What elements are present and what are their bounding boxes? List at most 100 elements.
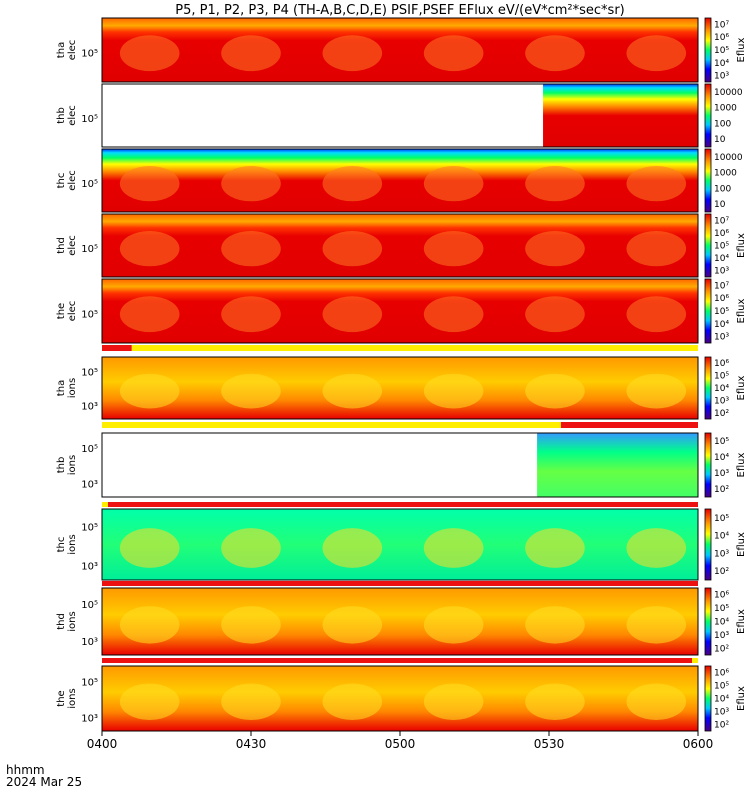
spectrogram-feature bbox=[322, 606, 383, 644]
spectrogram-feature bbox=[221, 35, 281, 72]
colorbar-tick-label: 10⁵ bbox=[714, 242, 729, 252]
panel-ylabel: thbions bbox=[56, 455, 78, 475]
panel-ylabel: thdions bbox=[56, 611, 78, 631]
spectrogram-feature bbox=[119, 35, 180, 72]
spectrogram-feature bbox=[221, 296, 281, 333]
colorbar-tick-label: 1000 bbox=[714, 169, 737, 179]
ytick-label: 10⁵ bbox=[81, 48, 98, 59]
spectrogram-feature bbox=[119, 528, 180, 568]
spectrogram-feature bbox=[626, 373, 687, 409]
xtick-label: 0500 bbox=[385, 737, 416, 751]
panel-thb-elec: thbelec 10⁵ 10 100 1000 10000 bbox=[56, 83, 743, 148]
ylabel-species: ions bbox=[67, 455, 78, 475]
ytick-label: 10⁵ bbox=[81, 522, 98, 533]
ylabel-species: ions bbox=[67, 611, 78, 631]
panel-frame bbox=[101, 508, 699, 581]
spectrogram-feature bbox=[525, 373, 585, 409]
spectrogram-feature bbox=[626, 166, 687, 202]
colorbar-tick-label: 10⁵ bbox=[714, 437, 729, 447]
panel-ylabel: thaelec bbox=[56, 40, 78, 61]
panel-frame bbox=[101, 432, 699, 498]
time-axis-label: hhmm bbox=[6, 763, 45, 777]
colorbar-tick-label: 10⁶ bbox=[714, 359, 729, 369]
spectrogram-feature bbox=[322, 166, 383, 202]
spectrogram-feature bbox=[119, 373, 180, 409]
colorbar-tick-label: 10⁵ bbox=[714, 372, 729, 382]
ytick-label: 10³ bbox=[81, 637, 98, 648]
spectrogram-feature bbox=[322, 35, 383, 72]
ytick-label: 10⁵ bbox=[81, 600, 98, 611]
spectrogram-image bbox=[102, 509, 698, 580]
colorbar-label: Eflux bbox=[736, 609, 747, 634]
spectrogram-feature bbox=[221, 606, 281, 644]
xtick-label: 0530 bbox=[534, 737, 565, 751]
spectrogram-image bbox=[102, 149, 698, 212]
time-axis: 0400 0430 0500 0530 0600 bbox=[87, 731, 714, 751]
colorbar-tick-label: 10⁴ bbox=[714, 618, 729, 628]
ytick-label: 10⁵ bbox=[81, 368, 98, 379]
colorbar-tick-label: 100 bbox=[714, 119, 731, 129]
spectrogram-feature bbox=[221, 683, 281, 720]
quality-flag-bar bbox=[560, 422, 698, 428]
panel-frame bbox=[101, 213, 699, 278]
colorbar-tick-label: 10000 bbox=[714, 88, 743, 98]
colorbar-tick-label: 10⁴ bbox=[714, 254, 729, 264]
colorbar-tick-label: 10³ bbox=[714, 469, 729, 479]
spectrogram-image bbox=[102, 18, 698, 82]
spectrogram-feature bbox=[322, 528, 383, 568]
colorbar bbox=[704, 587, 712, 656]
ytick-label: 10⁵ bbox=[81, 114, 98, 125]
spectrogram-feature bbox=[221, 231, 281, 267]
ytick-label: 10⁵ bbox=[81, 678, 98, 689]
spectrogram-feature bbox=[626, 683, 687, 720]
ytick-label: 10³ bbox=[81, 561, 98, 572]
quality-flag-bar bbox=[102, 658, 693, 663]
colorbar-tick-label: 10⁶ bbox=[714, 591, 729, 601]
colorbar-tick-label: 10⁴ bbox=[714, 453, 729, 463]
colorbar-label: Eflux bbox=[736, 686, 747, 711]
ylabel-probe: thd bbox=[56, 237, 67, 254]
colorbar-tick-label: 10 bbox=[714, 135, 726, 145]
colorbar-tick-label: 10² bbox=[714, 485, 729, 495]
ylabel-probe: tha bbox=[56, 380, 67, 396]
colorbar-tick-label: 10³ bbox=[714, 267, 729, 277]
ytick-label: 10³ bbox=[81, 713, 98, 724]
colorbar-tick-label: 10⁴ bbox=[714, 320, 729, 330]
spectrogram-feature bbox=[626, 528, 687, 568]
colorbar-label: Eflux bbox=[736, 37, 747, 62]
ylabel-species: elec bbox=[67, 40, 78, 61]
colorbar-label: Eflux bbox=[736, 452, 747, 477]
spectrogram-feature bbox=[525, 166, 585, 202]
colorbar-tick-label: 10³ bbox=[714, 333, 729, 343]
ylabel-species: ions bbox=[67, 378, 78, 398]
colorbar-tick-label: 10⁶ bbox=[714, 229, 729, 239]
spectrogram-feature bbox=[423, 606, 484, 644]
ylabel-species: ions bbox=[67, 534, 78, 554]
ylabel-species: ions bbox=[67, 688, 78, 708]
spectrogram-feature bbox=[525, 231, 585, 267]
figure-title: P5, P1, P2, P3, P4 (TH-A,B,C,D,E) PSIF,P… bbox=[175, 3, 624, 18]
spectrogram-image bbox=[102, 588, 698, 655]
colorbar-tick-label: 10⁶ bbox=[714, 669, 729, 679]
quality-flag-bar bbox=[102, 422, 561, 428]
spectrogram-feature bbox=[322, 683, 383, 720]
colorbar-tick-label: 10³ bbox=[714, 396, 729, 406]
spectrogram-image bbox=[543, 84, 698, 147]
colorbar-tick-label: 10³ bbox=[714, 549, 729, 559]
colorbar-label: Eflux bbox=[736, 375, 747, 400]
panel-frame bbox=[101, 587, 699, 656]
ylabel-probe: thc bbox=[56, 537, 67, 553]
colorbar-tick-label: 10⁷ bbox=[714, 20, 729, 30]
colorbar-tick-label: 10³ bbox=[714, 72, 729, 82]
spectrogram-feature bbox=[423, 528, 484, 568]
ylabel-probe: thb bbox=[56, 457, 67, 474]
spectrogram-feature bbox=[119, 606, 180, 644]
colorbar-tick-label: 10² bbox=[714, 567, 729, 577]
xtick-label: 0600 bbox=[683, 737, 714, 751]
colorbar-tick-label: 10⁴ bbox=[714, 695, 729, 705]
ylabel-probe: thd bbox=[56, 613, 67, 630]
spectrogram-feature bbox=[423, 296, 484, 333]
quality-flag-bar bbox=[131, 345, 699, 351]
